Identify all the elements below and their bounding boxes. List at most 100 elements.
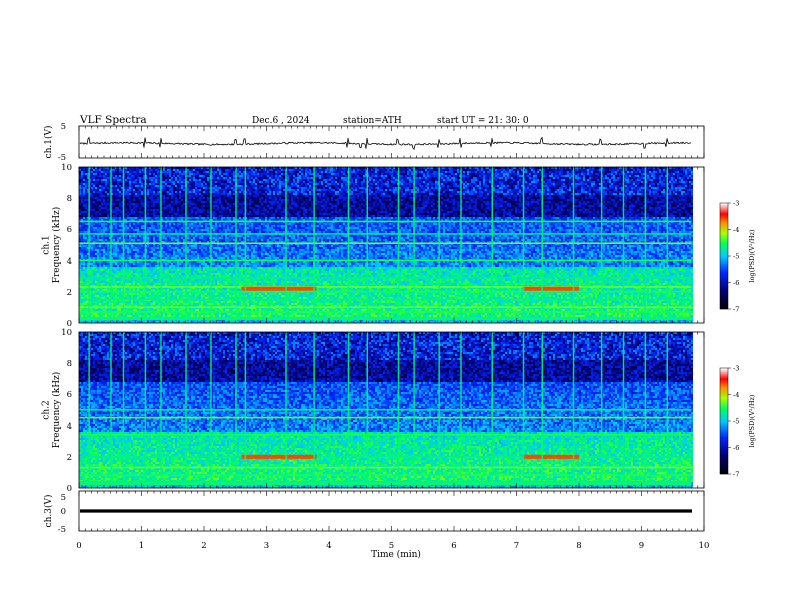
spectrogram-pixel [95, 209, 97, 211]
spectrogram-pixel [141, 303, 143, 305]
spectrogram-pixel [105, 177, 107, 179]
spectrogram-pixel [85, 231, 87, 233]
spectrogram-pixel [125, 189, 127, 191]
spectrogram-pixel [85, 215, 87, 217]
spectrogram-pixel [137, 179, 139, 181]
spectrogram-pixel [125, 267, 127, 269]
spectrogram-pixel [139, 293, 141, 295]
spectrogram-pixel [97, 209, 99, 211]
spectrogram-pixel [85, 227, 87, 229]
spectrogram-pixel [125, 185, 127, 187]
spectrogram-pixel [113, 315, 115, 317]
spectrogram-pixel [127, 265, 129, 267]
spectrogram-pixel [121, 255, 123, 257]
spectrogram-pixel [83, 227, 85, 229]
spectrogram-pixel [99, 235, 101, 237]
spectrogram-pixel [99, 255, 101, 257]
spectrogram-pixel [137, 279, 139, 281]
spectrogram-pixel [135, 227, 137, 229]
spectrogram-pixel [115, 261, 117, 263]
spectrogram-pixel [85, 181, 87, 183]
spectrogram-pixel [149, 295, 151, 297]
spectrogram-pixel [117, 177, 119, 179]
spectrogram-pixel [101, 315, 103, 317]
spectrogram-pixel [105, 213, 107, 215]
spectrogram-pixel [151, 197, 153, 199]
spectrogram-pixel [131, 245, 133, 247]
spectrogram-pixel [129, 193, 131, 195]
spectrogram-pixel [149, 205, 151, 207]
spectrogram-pixel [117, 205, 119, 207]
date-label: Dec.6 , 2024 [252, 116, 310, 126]
spectrogram-pixel [127, 175, 129, 177]
spectrogram-pixel [121, 229, 123, 231]
spectrogram-pixel [127, 269, 129, 271]
spectrogram-pixel [93, 185, 95, 187]
spectrogram-pixel [133, 215, 135, 217]
spectrogram-pixel [105, 271, 107, 273]
spectrogram-pixel [119, 271, 121, 273]
spectrogram-pixel [135, 223, 137, 225]
spectrogram-pixel [135, 201, 137, 203]
spectrogram-pixel [97, 227, 99, 229]
spectrogram-pixel [137, 247, 139, 249]
spectrogram-pixel [131, 193, 133, 195]
spectrogram-pixel [153, 235, 155, 237]
spectrogram-pixel [151, 175, 153, 177]
spectrogram-pixel [85, 253, 87, 255]
spectrogram-pixel [125, 289, 127, 291]
spectrogram-pixel [131, 189, 133, 191]
spectrogram-pixel [141, 231, 143, 233]
spectrogram-pixel [135, 283, 137, 285]
spectrogram-pixel [97, 247, 99, 249]
spectrogram-pixel [85, 275, 87, 277]
spectrogram-pixel [85, 315, 87, 317]
spectrogram-pixel [139, 197, 141, 199]
spectrogram-pixel [153, 203, 155, 205]
spectrogram-pixel [103, 247, 105, 249]
spectrogram-pixel [107, 267, 109, 269]
spectrogram-pixel [135, 171, 137, 173]
spectrogram-pixel [119, 279, 121, 281]
spectrogram-pixel [85, 223, 87, 225]
spectrogram-pixel [135, 271, 137, 273]
spectrogram-pixel [93, 231, 95, 233]
spectrogram-pixel [115, 199, 117, 201]
spectrogram-pixel [81, 227, 83, 229]
spectrogram-pixel [119, 265, 121, 267]
spectrogram-pixel [139, 267, 141, 269]
spectrogram-pixel [129, 247, 131, 249]
spectrogram-pixel [117, 207, 119, 209]
spectrogram-pixel [113, 237, 115, 239]
spectrogram-pixel [93, 179, 95, 181]
spectrogram-pixel [151, 267, 153, 269]
spectrogram-pixel [99, 169, 101, 171]
spectrogram-pixel [135, 195, 137, 197]
spectrogram-pixel [113, 283, 115, 285]
spectrogram-pixel [91, 257, 93, 259]
spectrogram-pixel [119, 283, 121, 285]
spectrogram-pixel [91, 217, 93, 219]
spectrogram-pixel [103, 249, 105, 251]
spectrogram-pixel [153, 183, 155, 185]
spectrogram-pixel [121, 271, 123, 273]
spectrogram-pixel [93, 201, 95, 203]
spectrogram-pixel [133, 193, 135, 195]
spectrogram-pixel [97, 191, 99, 193]
spectrogram-pixel [129, 225, 131, 227]
spectrogram-pixel [147, 211, 149, 213]
spectrogram-pixel [103, 275, 105, 277]
spectrogram-pixel [113, 253, 115, 255]
spectrogram-pixel [119, 187, 121, 189]
spectrogram-pixel [101, 175, 103, 177]
spectrogram-pixel [97, 217, 99, 219]
spectrogram-pixel [107, 229, 109, 231]
spectrogram-pixel [99, 189, 101, 191]
spectrogram-pixel [101, 249, 103, 251]
spectrogram-pixel [93, 171, 95, 173]
spectrogram-pixel [127, 249, 129, 251]
spectrogram-pixel [83, 301, 85, 303]
spectrogram-pixel [139, 229, 141, 231]
spectrogram-pixel [95, 185, 97, 187]
spectrogram-pixel [121, 267, 123, 269]
